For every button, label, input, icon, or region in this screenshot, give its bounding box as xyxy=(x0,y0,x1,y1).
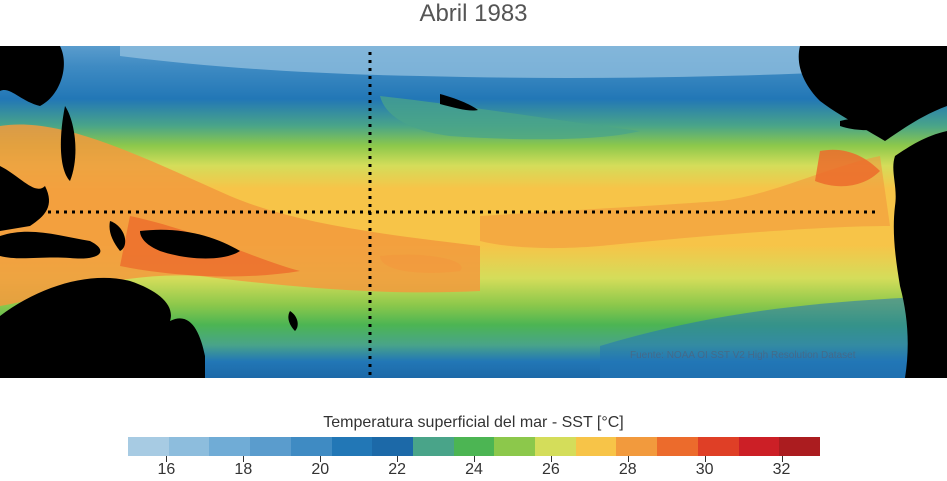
colorbar-tick xyxy=(243,456,245,462)
colorbar-tick-label: 20 xyxy=(311,461,330,478)
colorbar-swatch xyxy=(412,437,454,456)
colorbar-tick-label: 30 xyxy=(695,461,714,478)
colorbar-swatch xyxy=(372,437,413,456)
sst-map-svg xyxy=(0,46,947,378)
colorbar-swatch xyxy=(657,437,698,456)
sst-map xyxy=(0,46,947,378)
colorbar-swatch xyxy=(290,437,332,456)
colorbar-swatch xyxy=(331,437,373,456)
colorbar-tick-label: 16 xyxy=(157,461,176,478)
warm-band-east xyxy=(480,156,890,249)
colorbar-tick xyxy=(320,456,322,462)
colorbar-swatch xyxy=(738,437,780,456)
colorbar-tick xyxy=(474,456,475,462)
map-title: Abril 1983 xyxy=(419,0,528,27)
colorbar-tick-label: 26 xyxy=(541,461,560,478)
land-new-guinea xyxy=(140,229,240,259)
colorbar-swatch xyxy=(128,437,169,456)
colorbar-tick xyxy=(166,456,168,462)
land-borneo-sumatra xyxy=(0,231,101,259)
land-australia xyxy=(0,277,205,378)
warm-pool-west xyxy=(0,124,480,306)
data-source-credit: Fuente: NOAA OI SST V2 High Resolution D… xyxy=(630,350,856,361)
land-south-america xyxy=(893,131,947,378)
colorbar xyxy=(128,437,820,456)
colorbar-swatch xyxy=(494,437,536,456)
colorbar-tick-label: 28 xyxy=(618,461,637,478)
land-indochina xyxy=(0,166,50,231)
warm-patch-central xyxy=(380,254,462,273)
colorbar-swatch xyxy=(616,437,658,456)
land-caribbean-islands xyxy=(840,118,890,131)
colorbar-tick-label: 32 xyxy=(772,461,791,478)
colorbar-swatch xyxy=(209,437,251,456)
colorbar-swatch xyxy=(779,437,820,456)
colorbar-tick xyxy=(781,456,783,462)
colorbar-swatch xyxy=(535,437,576,456)
land-central-america xyxy=(798,46,947,141)
colorbar-label: Temperatura superficial del mar - SST [°… xyxy=(323,414,624,431)
colorbar-swatch xyxy=(168,437,210,456)
colorbar-tick xyxy=(397,456,399,462)
colorbar-tick-label: 24 xyxy=(465,461,483,478)
colorbar-tick xyxy=(550,456,552,462)
cool-band-north xyxy=(380,96,640,140)
colorbar-swatch xyxy=(575,437,617,456)
cold-top-edge xyxy=(120,46,947,78)
colorbar-tick xyxy=(627,456,629,462)
land-hawaii xyxy=(440,94,478,111)
colorbar-ticks xyxy=(128,456,820,462)
land-asia-north xyxy=(0,46,64,106)
land-philippines xyxy=(60,106,76,181)
land-sulawesi xyxy=(109,221,126,251)
hot-patch-east xyxy=(815,149,880,187)
colorbar-tick xyxy=(704,456,706,462)
colorbar-swatch xyxy=(697,437,739,456)
cool-region-southeast xyxy=(600,296,947,378)
colorbar-tick-labels: 16 18 20 22 24 26 28 30 32 xyxy=(128,461,820,481)
colorbar-swatch xyxy=(453,437,495,456)
colorbar-tick-label: 18 xyxy=(234,461,253,478)
land-new-caledonia xyxy=(288,311,298,331)
colorbar-tick-label: 22 xyxy=(388,461,406,478)
colorbar-swatch xyxy=(250,437,291,456)
